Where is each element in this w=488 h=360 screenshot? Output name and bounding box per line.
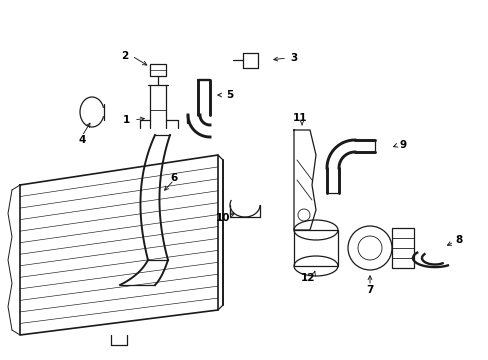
Text: 12: 12 — [300, 273, 315, 283]
Text: 6: 6 — [170, 173, 178, 183]
Text: 11: 11 — [292, 113, 306, 123]
Text: 4: 4 — [78, 135, 85, 145]
Text: 2: 2 — [121, 51, 128, 61]
Bar — [391, 228, 413, 268]
Text: 3: 3 — [289, 53, 297, 63]
Text: 5: 5 — [225, 90, 233, 100]
Text: 1: 1 — [122, 115, 130, 125]
Bar — [293, 230, 337, 266]
Text: 10: 10 — [215, 213, 229, 223]
Text: 8: 8 — [454, 235, 461, 245]
Bar — [150, 64, 165, 76]
Text: 7: 7 — [366, 285, 373, 295]
Text: 9: 9 — [399, 140, 407, 150]
